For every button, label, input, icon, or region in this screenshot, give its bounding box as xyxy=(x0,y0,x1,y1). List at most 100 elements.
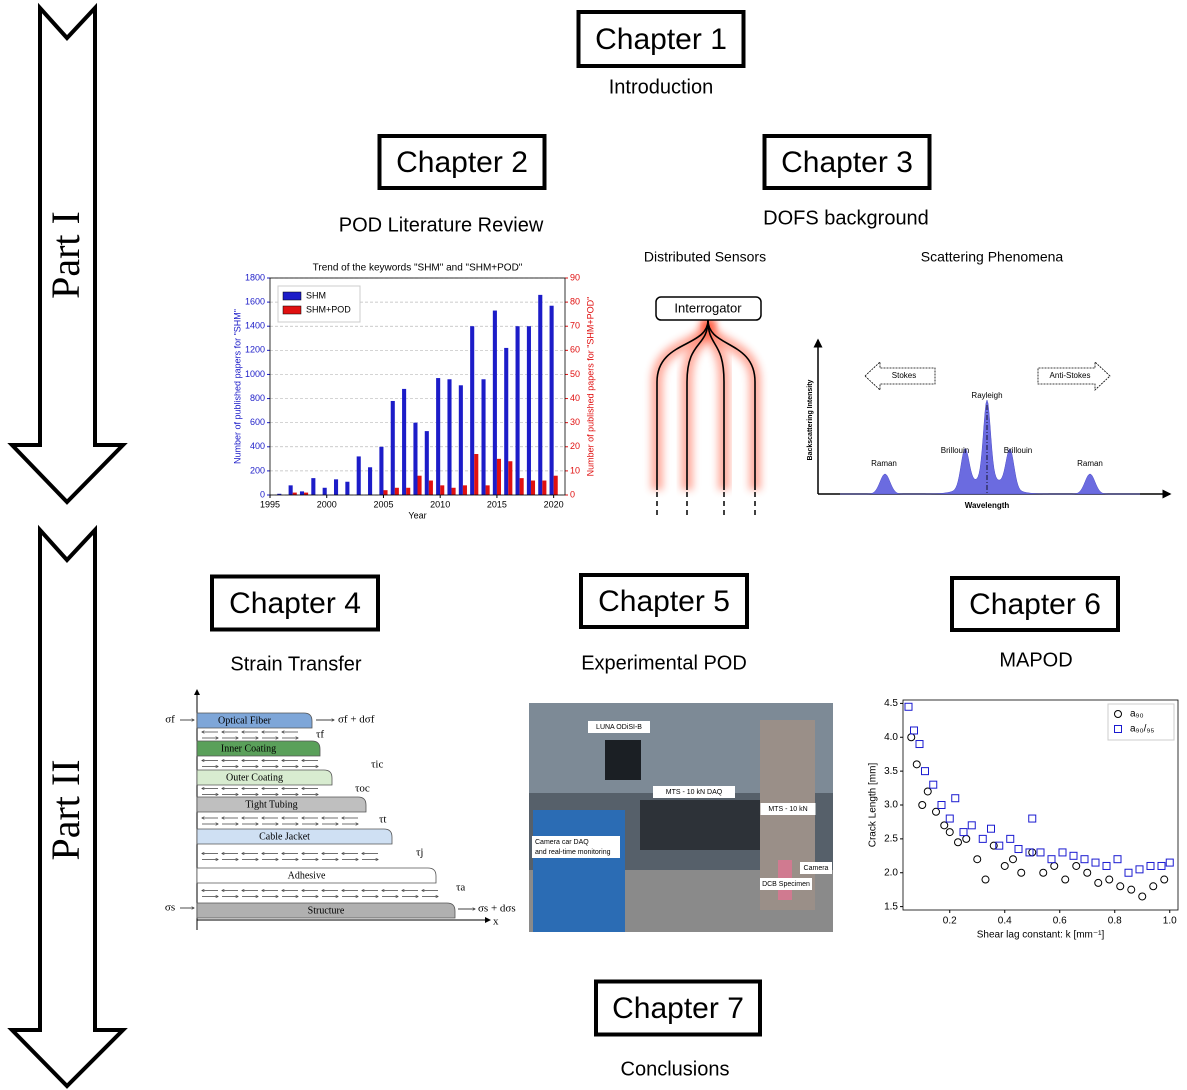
legend-label: SHM+POD xyxy=(306,304,351,314)
point xyxy=(987,824,995,833)
bar xyxy=(447,379,452,495)
point xyxy=(1009,855,1017,864)
bar xyxy=(424,431,429,495)
bar xyxy=(515,326,520,495)
bar xyxy=(485,485,490,495)
point xyxy=(1017,868,1026,877)
arrow-label: Stokes xyxy=(892,371,916,380)
photo-label-box xyxy=(760,878,812,890)
y2-tick-label: 20 xyxy=(570,441,580,451)
legend-label: a₉₀/₉₅ xyxy=(1130,724,1154,735)
y-tick-label: 1000 xyxy=(245,369,265,379)
chapter-box xyxy=(579,573,749,629)
point xyxy=(1069,851,1078,860)
interrogator-box xyxy=(655,296,762,321)
bar xyxy=(413,422,418,495)
bar xyxy=(379,446,384,495)
axis-label: Backscattering Intensity xyxy=(807,379,814,460)
bar xyxy=(368,467,373,495)
point xyxy=(962,834,971,843)
layer-label: Outer Coating xyxy=(226,772,283,783)
point xyxy=(1091,858,1100,867)
layer-label: Inner Coating xyxy=(221,743,276,754)
bar xyxy=(492,310,497,495)
chapter-box xyxy=(594,979,762,1037)
chapter-box xyxy=(210,574,380,632)
bar xyxy=(504,347,509,495)
bar xyxy=(304,492,309,495)
layer xyxy=(196,796,367,813)
point xyxy=(1080,855,1089,864)
bar xyxy=(277,493,282,495)
x-tick-label: 0.4 xyxy=(998,916,1012,927)
chapter-title: Chapter 2 xyxy=(396,146,528,179)
point xyxy=(1039,868,1048,877)
chapter-title: Chapter 5 xyxy=(598,585,730,618)
x-tick-label: 0.6 xyxy=(1053,916,1067,927)
y2-tick-label: 80 xyxy=(570,296,580,306)
legend-marker xyxy=(1114,725,1122,733)
legend-label: SHM xyxy=(306,290,326,300)
point xyxy=(932,807,940,816)
legend-box xyxy=(1107,703,1175,741)
plot-frame xyxy=(269,277,566,496)
y-tick-label: 3.0 xyxy=(884,800,898,811)
x-tick-label: 2020 xyxy=(544,499,564,509)
y-tick-label: 4.5 xyxy=(884,698,898,709)
shear-label: τt xyxy=(379,814,386,826)
bar xyxy=(406,487,411,495)
point xyxy=(1036,848,1045,857)
bar xyxy=(553,475,558,495)
point xyxy=(1138,892,1147,901)
panel-title: Distributed Sensors xyxy=(644,249,766,265)
y2-tick-label: 90 xyxy=(570,272,580,282)
bar xyxy=(462,485,467,495)
x-axis-label: Year xyxy=(408,510,426,520)
photo-cabinet xyxy=(533,810,625,932)
chapter-subtitle: POD Literature Review xyxy=(339,214,544,236)
point xyxy=(973,855,982,864)
bar xyxy=(322,487,327,495)
layer xyxy=(196,769,333,786)
point xyxy=(907,733,916,742)
fiber xyxy=(707,319,756,490)
y2-tick-label: 40 xyxy=(570,393,580,403)
interrogator-label: Interrogator xyxy=(674,300,742,315)
y-tick-label: 200 xyxy=(250,465,265,475)
peak-label: Raman xyxy=(871,459,897,468)
bar xyxy=(519,478,524,495)
y-tick-label: 1400 xyxy=(245,321,265,331)
chart-title: Trend of the keywords "SHM" and "SHM+POD… xyxy=(313,263,523,274)
y2-axis-label: Number of published papers for "SHM+POD" xyxy=(585,297,595,477)
y-tick-label: 400 xyxy=(250,441,265,451)
x-tick-label: 1995 xyxy=(260,499,280,509)
chapter-subtitle: Experimental POD xyxy=(581,652,747,674)
layer-label: Tight Tubing xyxy=(245,799,297,810)
bar xyxy=(390,400,395,495)
x-tick-label: 2005 xyxy=(373,499,393,509)
anti-stokes-arrow xyxy=(1037,361,1111,391)
point xyxy=(1127,885,1136,894)
y-tick-label: 1800 xyxy=(245,272,265,282)
point xyxy=(915,740,924,749)
bar xyxy=(481,379,486,495)
y-tick-label: 800 xyxy=(250,393,265,403)
chapter-subtitle: Introduction xyxy=(609,76,714,98)
bar xyxy=(474,454,479,495)
y2-tick-label: 50 xyxy=(570,369,580,379)
layer-label: Adhesive xyxy=(288,870,326,881)
spectrum xyxy=(840,399,1140,495)
point xyxy=(923,787,932,796)
fiber xyxy=(686,319,709,490)
bar xyxy=(530,480,536,495)
y2-tick-label: 70 xyxy=(570,321,580,331)
y-tick-label: 1.5 xyxy=(884,901,898,912)
y-tick-label: 3.5 xyxy=(884,766,898,777)
chapter-subtitle: Strain Transfer xyxy=(230,653,362,675)
fiber xyxy=(707,319,725,490)
y-tick-label: 4.0 xyxy=(884,732,898,743)
shear-label: τic xyxy=(371,759,383,771)
photo-label: Camera car DAQ xyxy=(535,839,589,846)
point xyxy=(1124,868,1133,877)
stress-label: σs + dσs xyxy=(478,903,516,915)
